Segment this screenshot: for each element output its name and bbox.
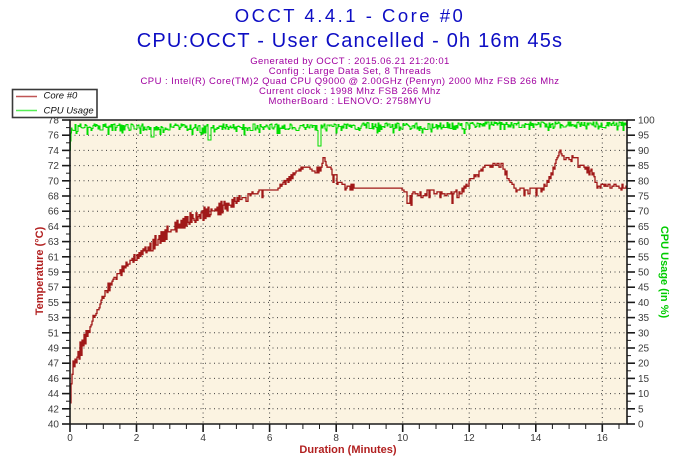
svg-text:10: 10 bbox=[397, 433, 409, 444]
svg-text:4: 4 bbox=[200, 433, 206, 444]
svg-text:55: 55 bbox=[48, 298, 60, 309]
svg-text:Duration (Minutes): Duration (Minutes) bbox=[299, 444, 396, 456]
svg-text:Temperature (°C): Temperature (°C) bbox=[34, 226, 46, 315]
svg-text:74: 74 bbox=[48, 146, 60, 157]
svg-text:5: 5 bbox=[638, 404, 644, 415]
svg-text:59: 59 bbox=[48, 268, 60, 279]
svg-text:20: 20 bbox=[638, 359, 650, 370]
svg-text:2: 2 bbox=[134, 433, 140, 444]
svg-text:80: 80 bbox=[638, 176, 650, 187]
svg-text:MotherBoard : LENOVO: 2758MYU: MotherBoard : LENOVO: 2758MYU bbox=[268, 96, 431, 107]
svg-text:Core #0: Core #0 bbox=[44, 91, 79, 102]
svg-text:76: 76 bbox=[48, 131, 60, 142]
svg-text:78: 78 bbox=[48, 116, 60, 127]
svg-text:Config : Large Data Set, 8 Thr: Config : Large Data Set, 8 Threads bbox=[269, 66, 431, 77]
svg-text:47: 47 bbox=[48, 359, 60, 370]
svg-text:75: 75 bbox=[638, 192, 650, 203]
svg-text:57: 57 bbox=[48, 283, 60, 294]
svg-text:66: 66 bbox=[48, 207, 60, 218]
svg-text:CPU:OCCT - User Cancelled - 0h: CPU:OCCT - User Cancelled - 0h 16m 45s bbox=[137, 30, 563, 52]
svg-text:25: 25 bbox=[638, 344, 650, 355]
svg-text:40: 40 bbox=[638, 298, 650, 309]
svg-text:14: 14 bbox=[530, 433, 542, 444]
svg-text:35: 35 bbox=[638, 313, 650, 324]
svg-text:CPU Usage: CPU Usage bbox=[44, 106, 94, 117]
svg-text:40: 40 bbox=[48, 420, 60, 431]
svg-text:8: 8 bbox=[333, 433, 339, 444]
svg-text:55: 55 bbox=[638, 252, 650, 263]
svg-text:70: 70 bbox=[638, 207, 650, 218]
svg-text:70: 70 bbox=[48, 176, 60, 187]
svg-text:49: 49 bbox=[48, 344, 60, 355]
svg-text:CPU Usage (in %): CPU Usage (in %) bbox=[658, 226, 670, 319]
svg-text:30: 30 bbox=[638, 328, 650, 339]
svg-text:0: 0 bbox=[67, 433, 73, 444]
svg-text:0: 0 bbox=[638, 420, 644, 431]
svg-text:64: 64 bbox=[48, 222, 60, 233]
svg-text:60: 60 bbox=[638, 237, 650, 248]
svg-text:16: 16 bbox=[597, 433, 609, 444]
svg-text:6: 6 bbox=[267, 433, 273, 444]
svg-text:90: 90 bbox=[638, 146, 650, 157]
svg-text:50: 50 bbox=[638, 268, 650, 279]
svg-text:10: 10 bbox=[638, 389, 650, 400]
svg-text:65: 65 bbox=[638, 222, 650, 233]
svg-text:100: 100 bbox=[638, 116, 655, 127]
svg-text:85: 85 bbox=[638, 161, 650, 172]
svg-text:61: 61 bbox=[48, 252, 60, 263]
svg-text:72: 72 bbox=[48, 161, 60, 172]
svg-text:51: 51 bbox=[48, 328, 60, 339]
svg-text:44: 44 bbox=[48, 389, 60, 400]
svg-text:63: 63 bbox=[48, 237, 60, 248]
svg-text:95: 95 bbox=[638, 131, 650, 142]
svg-text:15: 15 bbox=[638, 374, 650, 385]
svg-text:68: 68 bbox=[48, 192, 60, 203]
svg-text:OCCT 4.4.1 - Core #0: OCCT 4.4.1 - Core #0 bbox=[235, 5, 466, 26]
svg-text:45: 45 bbox=[638, 283, 650, 294]
svg-text:42: 42 bbox=[48, 404, 60, 415]
svg-text:12: 12 bbox=[464, 433, 476, 444]
svg-text:46: 46 bbox=[48, 374, 60, 385]
svg-text:Generated by OCCT : 2015.06.21: Generated by OCCT : 2015.06.21 21:20:01 bbox=[250, 56, 450, 67]
svg-text:CPU : Intel(R) Core(TM)2 Quad: CPU : Intel(R) Core(TM)2 Quad CPU Q9000 … bbox=[141, 76, 560, 87]
svg-text:53: 53 bbox=[48, 313, 60, 324]
svg-text:Current clock : 1998 Mhz FSB 2: Current clock : 1998 Mhz FSB 266 Mhz bbox=[259, 86, 441, 97]
